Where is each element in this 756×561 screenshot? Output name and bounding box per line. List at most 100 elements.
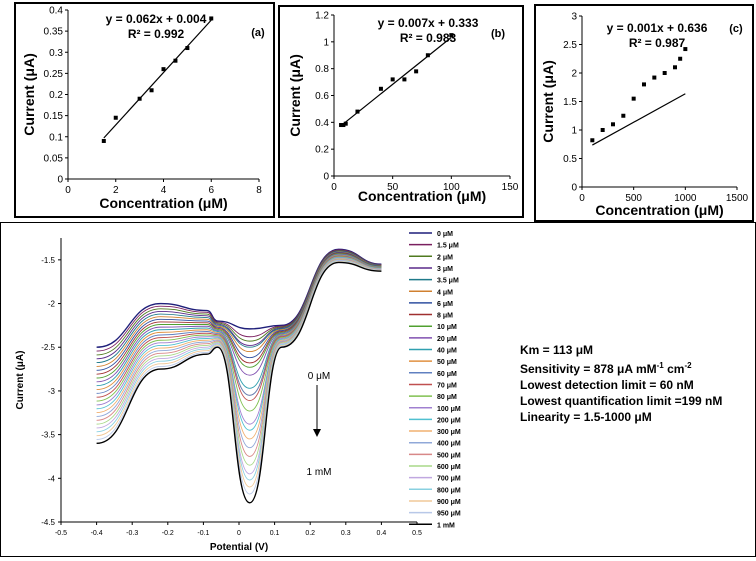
- y-axis-title: Current (μA): [540, 60, 556, 142]
- legend-label: 500 μM: [437, 452, 461, 459]
- data-point: [673, 65, 677, 70]
- data-point: [590, 138, 595, 143]
- x-tick-label: 150: [502, 182, 519, 193]
- legend-label: 100 μM: [437, 406, 461, 413]
- x-tick-label: 1000: [674, 193, 697, 204]
- y-tick-label: 2.5: [563, 40, 577, 51]
- legend-label: 300 μM: [437, 429, 461, 436]
- calibration-chart-a: 0 0.05 0.1 0.15 0.2 0.25 0.3 0.35 0.4 0 2 4 6 8 y = 0.…: [21, 6, 265, 212]
- y-tick-label: 1.5: [563, 97, 577, 108]
- legend-label: 950 μM: [437, 511, 461, 518]
- y-tick-label: 0.2: [49, 90, 63, 101]
- legend-label: 800 μM: [437, 487, 461, 494]
- data-point: [414, 69, 419, 74]
- x-tick-label: 0.2: [305, 530, 315, 537]
- y-tick-label: 0.2: [315, 145, 329, 156]
- data-point: [137, 96, 142, 101]
- data-point: [621, 113, 626, 118]
- legend-label: 2 μM: [437, 254, 453, 261]
- legend-label: 400 μM: [437, 441, 461, 448]
- y-tick-label: -3: [48, 387, 56, 396]
- x-tick-label: 0.3: [341, 530, 351, 537]
- data-point: [662, 71, 667, 75]
- legend-label: 80 μM: [437, 394, 457, 401]
- data-point: [449, 33, 454, 38]
- data-point: [631, 96, 636, 101]
- data-point: [343, 121, 348, 126]
- data-point: [390, 77, 395, 82]
- calibration-panel-b: 0 0.2 0.4 0.6 0.8 1 1.2 0 50 100 150 y = 0.007x + 0…: [278, 5, 524, 218]
- linearity-value: Linearity = 1.5-1000 μM: [520, 410, 652, 424]
- legend-label: 900 μM: [437, 499, 461, 506]
- y-axis-title: Current (μA): [15, 351, 26, 410]
- x-tick-label: 1500: [726, 193, 749, 204]
- y-tick-label: -3.5: [41, 431, 55, 440]
- y-tick-label: 0.4: [49, 6, 63, 17]
- x-tick-label: -0.1: [197, 530, 209, 537]
- y-tick-label: 0.35: [44, 27, 64, 38]
- voltammogram-curve: [96, 254, 382, 396]
- y-axis-title: Current (μA): [21, 53, 37, 135]
- calibration-chart-c: 0 0.5 1 1.5 2 2.5 3 0 500 1000 1500 y = 0.001x + 0.…: [540, 12, 749, 219]
- data-point: [209, 16, 214, 21]
- calibration-panel-a: 0 0.05 0.1 0.15 0.2 0.25 0.3 0.35 0.4 0 2 4 6 8 y = 0.…: [14, 2, 275, 218]
- y-tick-label: -4.5: [41, 518, 55, 527]
- data-point: [113, 115, 118, 120]
- data-point: [678, 56, 683, 61]
- lod-value: Lowest detection limit = 60 nM: [520, 378, 694, 392]
- data-point: [425, 53, 430, 58]
- y-tick-label: 0.4: [315, 118, 329, 129]
- legend-label: 70 μM: [437, 382, 457, 389]
- x-tick-label: 0.1: [270, 530, 280, 537]
- x-tick-label: -0.2: [162, 530, 174, 537]
- y-tick-label: 0: [571, 183, 577, 194]
- x-axis-title: Concentration (μM): [99, 195, 227, 211]
- legend-label: 4 μM: [437, 289, 453, 296]
- voltammogram-curve: [96, 261, 382, 504]
- y-tick-label: 2: [571, 69, 577, 80]
- data-point: [611, 122, 615, 127]
- voltammogram-panel: -1.5 -2 -2.5 -3 -3.5 -4 -4.5 -0.5 -0.4 -0.3 -0.2 -0…: [0, 222, 756, 557]
- trendline: [592, 93, 686, 146]
- legend-label: 0 μM: [437, 231, 453, 238]
- arrow-start-label: 0 μM: [308, 371, 330, 382]
- x-axis-title: Potential (V): [210, 542, 268, 553]
- legend-label: 1.5 μM: [437, 243, 459, 250]
- y-axis-title: Current (μA): [287, 54, 303, 136]
- x-tick-label: -0.4: [91, 530, 103, 537]
- panel-label: (b): [491, 28, 505, 40]
- y-tick-label: 0.5: [563, 154, 577, 165]
- x-tick-label: 2: [113, 185, 119, 196]
- x-tick-label: 0.5: [412, 530, 422, 537]
- y-tick-label: 1: [323, 37, 329, 48]
- y-tick-label: -2.5: [41, 343, 55, 352]
- y-tick-label: -2: [48, 300, 56, 309]
- x-tick-label: 6: [208, 185, 214, 196]
- legend-label: 700 μM: [437, 476, 461, 483]
- data-point: [355, 109, 360, 114]
- loq-value: Lowest quantification limit =199 nM: [520, 394, 723, 408]
- legend-label: 8 μM: [437, 313, 453, 320]
- y-tick-label: 0: [323, 172, 329, 183]
- calibration-chart-b: 0 0.2 0.4 0.6 0.8 1 1.2 0 50 100 150 y = 0.007x + 0…: [287, 11, 519, 205]
- r-squared: R² = 0.987: [629, 36, 686, 50]
- data-point: [341, 123, 346, 128]
- legend-label: 3 μM: [437, 266, 453, 273]
- data-point: [642, 82, 646, 87]
- x-tick-label: 0.4: [377, 530, 387, 537]
- y-tick-label: -1.5: [41, 256, 55, 265]
- r-squared: R² = 0.983: [400, 31, 457, 45]
- data-point: [173, 58, 178, 63]
- data-point: [101, 138, 106, 143]
- data-point: [161, 67, 166, 72]
- x-tick-label: 4: [161, 185, 167, 196]
- y-tick-label: 3: [571, 12, 577, 23]
- x-tick-label: 500: [625, 193, 642, 204]
- y-tick-label: 0.15: [44, 111, 64, 122]
- x-axis-title: Concentration (μM): [595, 202, 723, 218]
- r-squared: R² = 0.992: [128, 27, 185, 41]
- legend-label: 6 μM: [437, 301, 453, 308]
- panel-label: (a): [251, 27, 265, 39]
- x-tick-label: -0.3: [126, 530, 138, 537]
- trendline-equation: y = 0.001x + 0.636: [607, 21, 708, 35]
